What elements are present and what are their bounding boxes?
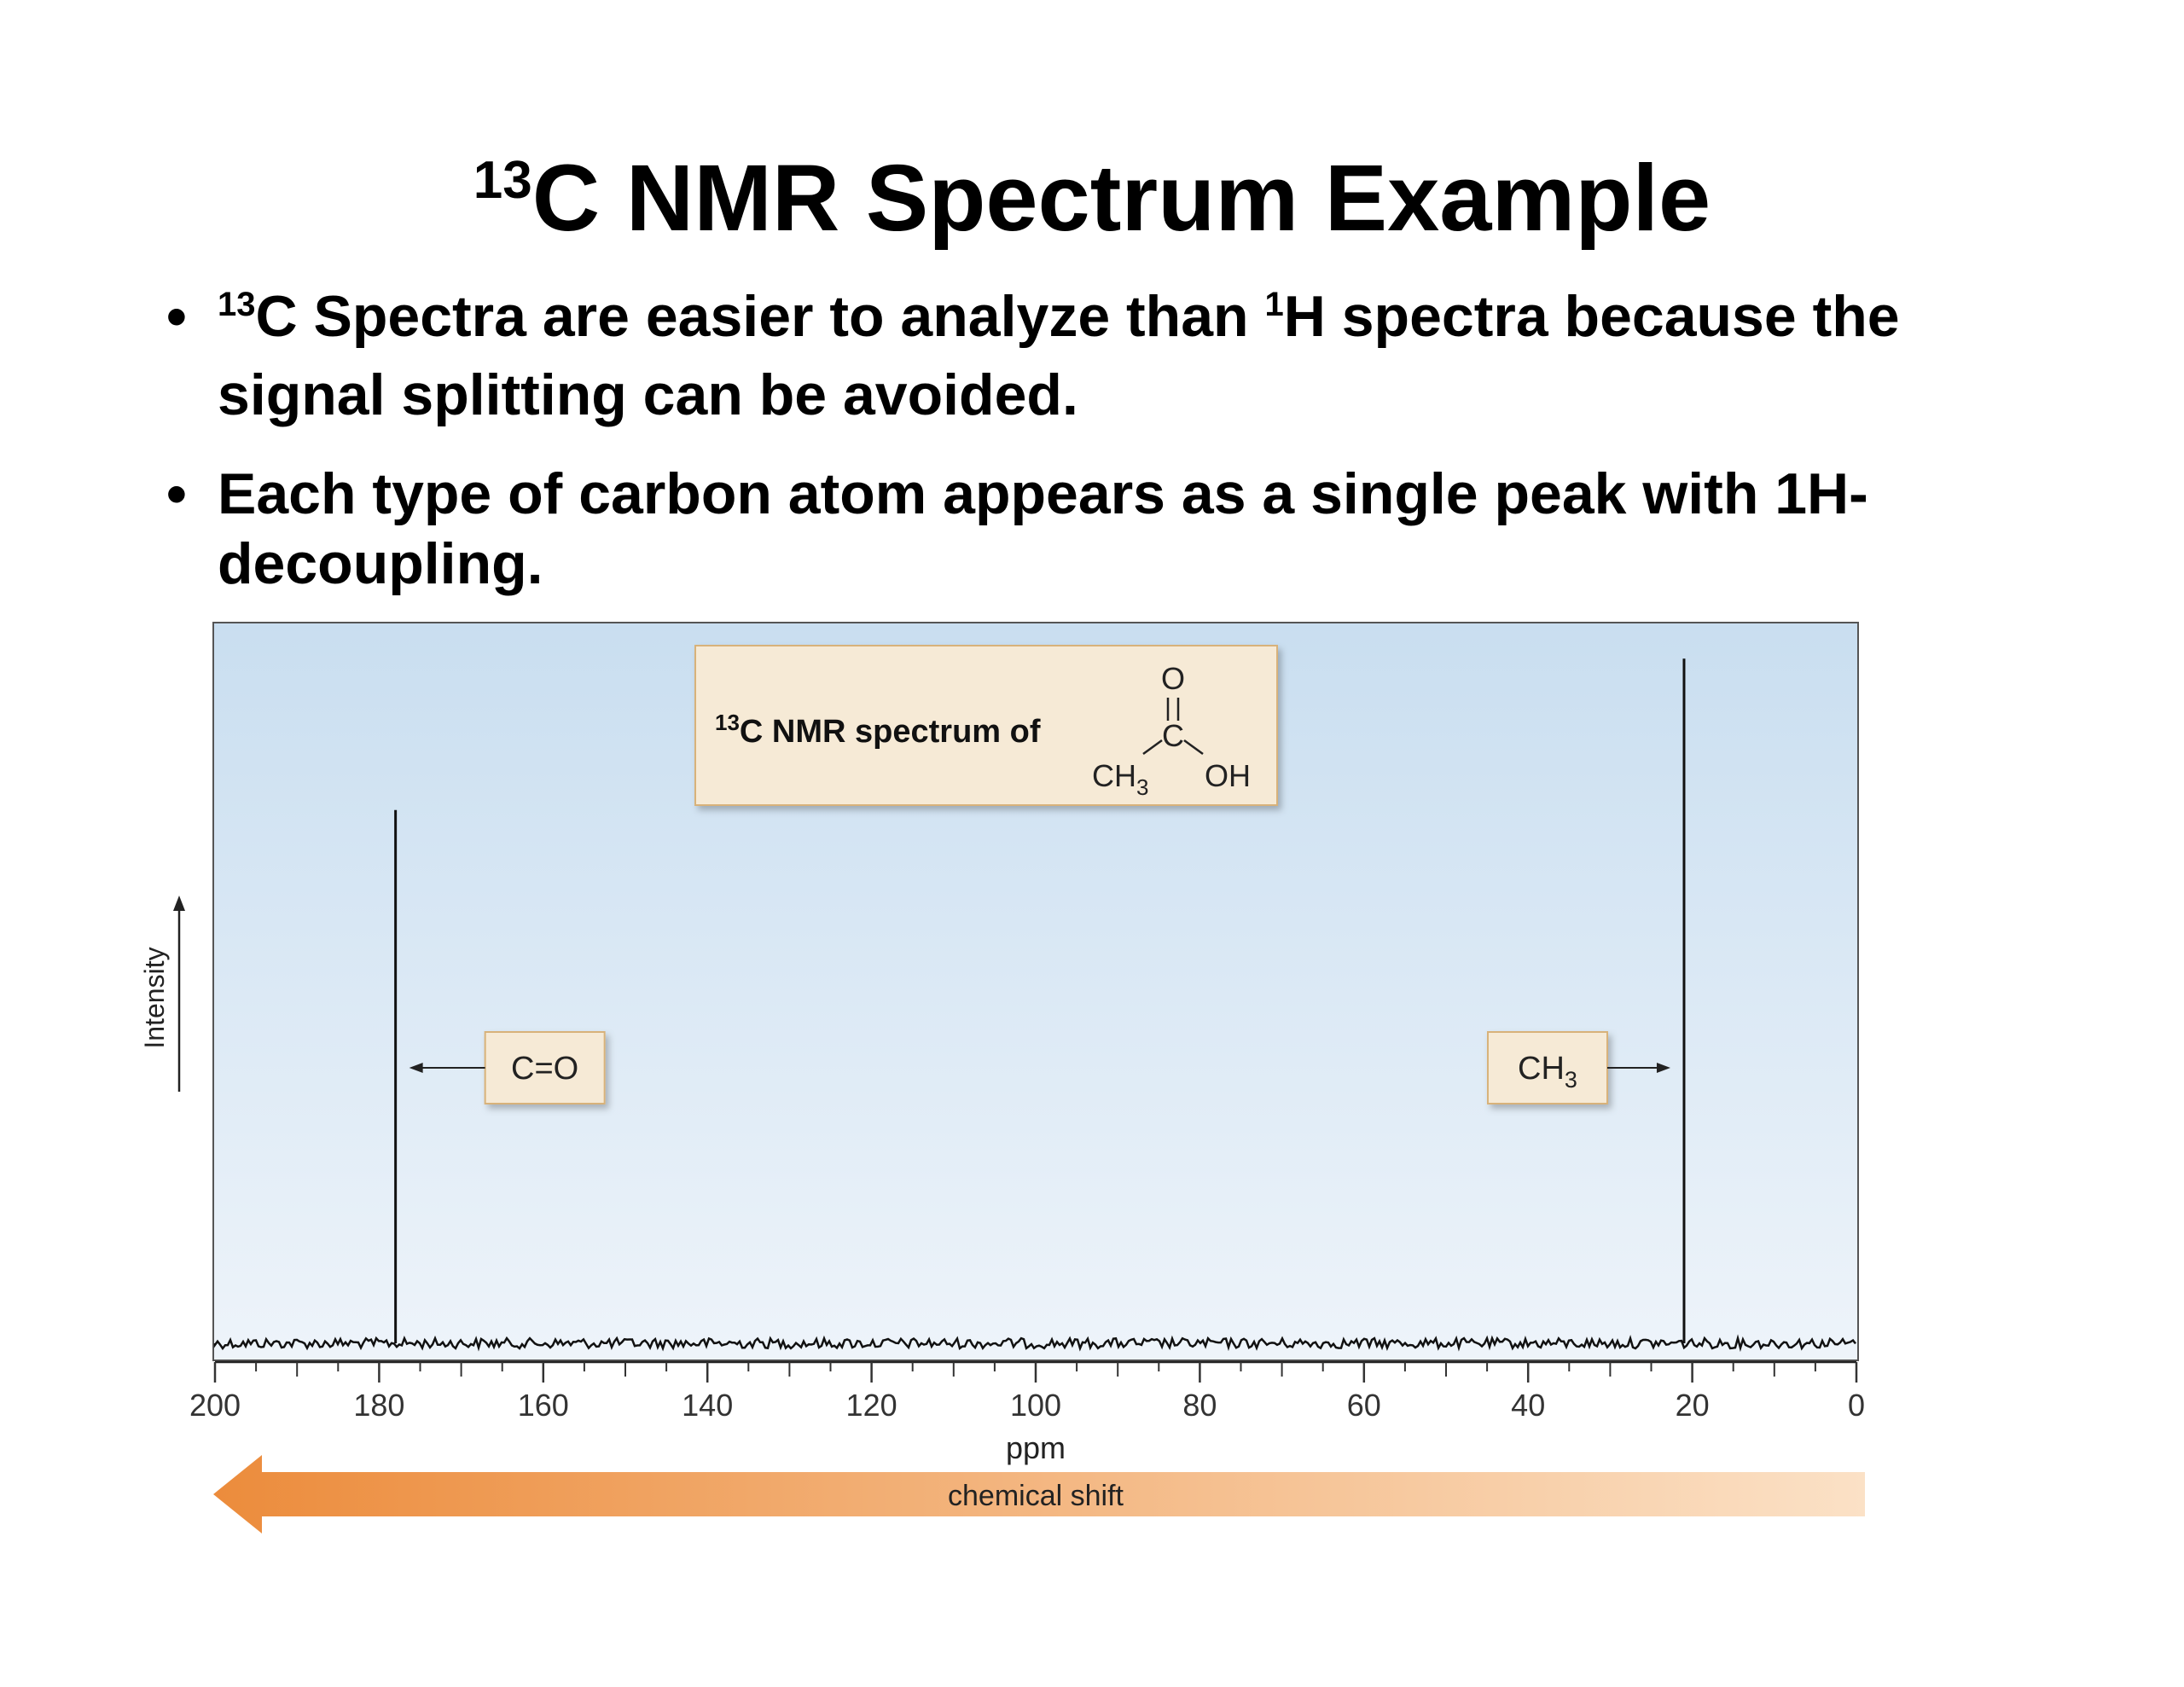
y-axis-label: Intensity bbox=[139, 947, 170, 1048]
intensity-arrow bbox=[173, 896, 185, 1092]
chemical-shift-arrow: chemical shift bbox=[213, 1455, 1865, 1533]
peak-label-text: CH3 bbox=[1518, 1051, 1577, 1093]
baseline-noise bbox=[213, 1334, 1856, 1353]
x-tick-label: 0 bbox=[1848, 1388, 1865, 1423]
carbonyl-oxygen-label: O bbox=[1161, 661, 1185, 696]
x-tick-label: 60 bbox=[1347, 1388, 1381, 1423]
y-axis-label-group: Intensity bbox=[139, 947, 170, 1048]
x-tick-label: 160 bbox=[518, 1388, 569, 1423]
acetic-acid-structure: O C CH3 OH bbox=[1092, 661, 1251, 800]
bullet-text: Each type of carbon atom appears as a si… bbox=[218, 461, 1868, 596]
spectrum-title-box bbox=[694, 645, 1278, 806]
peak-label-text: C=O bbox=[511, 1051, 578, 1087]
bullet-dot: • bbox=[166, 461, 187, 526]
x-tick-label: 40 bbox=[1511, 1388, 1545, 1423]
carbonyl-carbon-label: C bbox=[1162, 718, 1184, 753]
slide-title: 13C NMR Spectrum Example bbox=[0, 145, 2184, 266]
x-tick-label: 140 bbox=[682, 1388, 733, 1423]
title-superscript: 13 bbox=[473, 151, 532, 210]
x-tick-label: 200 bbox=[189, 1388, 241, 1423]
chemical-shift-label: chemical shift bbox=[948, 1480, 1124, 1512]
spectrum-title-text: C NMR spectrum of bbox=[740, 714, 1041, 750]
bullet-superscript: 1 bbox=[1264, 286, 1284, 323]
hydroxyl-group-label: OH bbox=[1205, 758, 1251, 793]
peak-pointer-head bbox=[1656, 1063, 1670, 1073]
x-tick-label: 80 bbox=[1182, 1388, 1217, 1423]
peak-label-box bbox=[484, 1031, 606, 1104]
spectrum-title-sup: 13 bbox=[715, 710, 740, 735]
peak-label: CH3 bbox=[1486, 1031, 1670, 1104]
peak-label-box bbox=[1486, 1031, 1608, 1104]
x-tick-label: 180 bbox=[353, 1388, 404, 1423]
bullet-text: H spectra because the signal splitting c… bbox=[218, 284, 1900, 427]
x-tick-label: 20 bbox=[1676, 1388, 1710, 1423]
bullet-list: • 13C Spectra are easier to analyze than… bbox=[166, 281, 1941, 628]
bullet-item: • 13C Spectra are easier to analyze than… bbox=[166, 281, 1941, 430]
x-axis-label: ppm bbox=[1006, 1430, 1066, 1465]
nmr-spectrum-chart: 200 180 160 140 120 100 80 60 40 20 0 ppm Intensit… bbox=[139, 622, 1865, 1533]
bullet-superscript: 13 bbox=[218, 286, 256, 323]
bullet-item: • Each type of carbon atom appears as a … bbox=[166, 459, 1941, 599]
spectrum-title: 13C NMR spectrum of bbox=[715, 710, 1041, 750]
bullet-dot: • bbox=[166, 284, 187, 349]
x-tick-label: 100 bbox=[1010, 1388, 1061, 1423]
title-text: C NMR Spectrum Example bbox=[531, 146, 1711, 251]
x-tick-label: 120 bbox=[846, 1388, 897, 1423]
peak-pointer-head bbox=[409, 1063, 423, 1073]
peaks bbox=[394, 658, 1686, 1343]
methyl-group-label: CH3 bbox=[1092, 758, 1148, 800]
x-axis-ticks bbox=[213, 1360, 1858, 1383]
bullet-text: C Spectra are easier to analyze than bbox=[255, 284, 1265, 349]
x-axis-tick-labels: 200 180 160 140 120 100 80 60 40 20 0 bbox=[189, 1388, 1865, 1423]
peak-labels: C=O CH3 bbox=[409, 1031, 1670, 1104]
peak-label: C=O bbox=[409, 1031, 606, 1104]
